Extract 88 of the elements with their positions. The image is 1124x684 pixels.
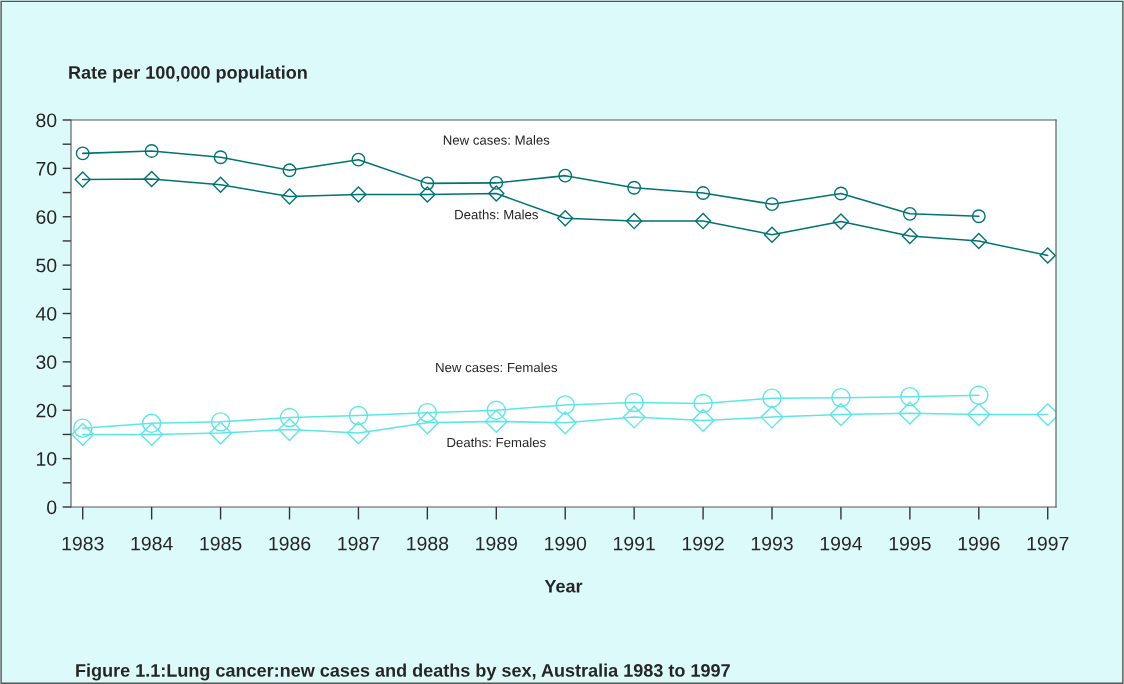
y-tick-label: 30 [36, 355, 57, 370]
point [277, 418, 302, 442]
x-tick-label: 1984 [131, 536, 173, 551]
x-tick-label: 1992 [682, 536, 724, 551]
point [71, 422, 95, 446]
series-label: Deaths: Females [447, 437, 546, 448]
x-tick-label: 1988 [407, 536, 449, 551]
point [898, 401, 922, 425]
point [833, 186, 848, 201]
x-tick-label: 1983 [62, 536, 104, 551]
point [831, 387, 851, 408]
point [691, 408, 715, 432]
y-tick-label: 20 [36, 403, 57, 418]
point [694, 212, 712, 230]
y-tick-label: 0 [47, 500, 57, 515]
point [693, 393, 713, 414]
point [557, 209, 574, 227]
point [419, 186, 436, 203]
point [970, 232, 988, 250]
point [282, 163, 297, 178]
x-tick-label: 1986 [269, 536, 311, 551]
x-tick-label: 1989 [476, 536, 517, 551]
x-tick-label: 1995 [889, 536, 931, 551]
point [625, 212, 643, 230]
x-tick-label: 1994 [820, 536, 862, 551]
text: New cases: Males [443, 135, 550, 145]
caption: Figure 1.1:Lung cancer:new cases and deaths by sex, Australia 1983 to 1997 [76, 663, 730, 681]
x-tick-label: 1997 [1027, 536, 1069, 551]
point [488, 185, 505, 202]
point [144, 144, 159, 158]
y-tick-label: 80 [36, 113, 57, 128]
x-tick-label: 1987 [338, 536, 380, 551]
y-tick-label: 50 [36, 258, 57, 273]
x-tick-label: 1993 [751, 536, 793, 551]
y-tick-label: 10 [36, 452, 57, 466]
point [484, 409, 508, 433]
point [696, 186, 711, 200]
point [143, 170, 160, 188]
point [415, 411, 439, 435]
series-label: New cases: Females [436, 362, 558, 373]
point [420, 176, 435, 191]
point [75, 146, 90, 161]
point [486, 400, 507, 420]
point [902, 206, 917, 221]
x-tick-label: 1991 [614, 536, 655, 551]
point [74, 171, 91, 188]
point [72, 418, 93, 438]
point [969, 385, 989, 405]
point [212, 176, 229, 194]
x-axis-title: Year [544, 579, 583, 593]
point [765, 197, 779, 212]
point [763, 226, 781, 243]
x-tick-label: 1990 [545, 536, 587, 551]
point [900, 386, 920, 407]
point [213, 150, 228, 165]
y-tick-label: 60 [36, 210, 57, 224]
point [967, 403, 991, 427]
point [760, 405, 784, 429]
y-axis-title: Rate per 100,000 population [69, 65, 307, 83]
point [489, 175, 504, 190]
point [281, 188, 298, 205]
x-tick-label: 1996 [958, 536, 1000, 551]
point [627, 180, 642, 195]
point [622, 405, 646, 429]
point [348, 405, 369, 426]
point [140, 422, 164, 446]
point [624, 392, 644, 413]
point [346, 421, 370, 445]
point [279, 407, 300, 428]
point [350, 186, 367, 203]
y-tick-label: 70 [36, 161, 57, 176]
point [209, 421, 233, 445]
x-tick-label: 1985 [200, 536, 242, 551]
point [210, 412, 231, 432]
point [1039, 247, 1056, 264]
point [762, 388, 782, 408]
point [417, 402, 438, 423]
point [553, 411, 577, 435]
series-label: Deaths: Males [455, 209, 538, 220]
point [829, 403, 853, 427]
point [555, 395, 575, 415]
point [141, 413, 162, 434]
y-tick-label: 40 [35, 306, 57, 321]
point [971, 209, 986, 224]
point [351, 152, 366, 167]
point [558, 168, 573, 183]
point [901, 227, 919, 245]
point [832, 213, 850, 230]
